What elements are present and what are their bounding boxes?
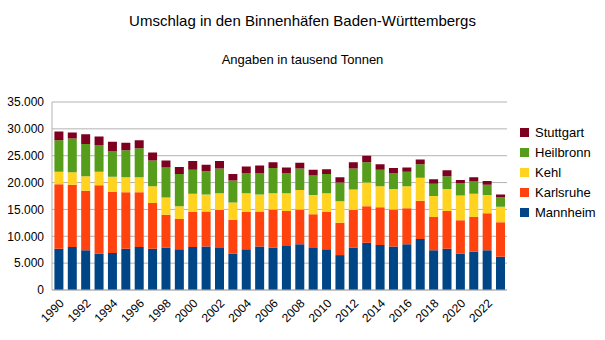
svg-text:1990: 1990 — [38, 296, 67, 325]
svg-text:2006: 2006 — [252, 296, 281, 325]
html-text:Karlsruhe: Karlsruhe — [535, 184, 591, 200]
svg-text:30.000: 30.000 — [8, 122, 44, 136]
html-text:Umschlag in den Binnenhäfen Ba: Umschlag in den Binnenhäfen Baden-Württe… — [129, 12, 476, 29]
svg-text:2014: 2014 — [359, 296, 388, 325]
svg-text:5.000: 5.000 — [14, 256, 44, 270]
svg-text:1998: 1998 — [145, 296, 174, 325]
svg-text:2022: 2022 — [466, 296, 495, 325]
html-text:Angaben in tausend Tonnen: Angaben in tausend Tonnen — [221, 52, 384, 67]
svg-text:15.000: 15.000 — [8, 203, 44, 217]
svg-text:2018: 2018 — [413, 296, 442, 325]
svg-text:20.000: 20.000 — [8, 176, 44, 190]
svg-text:2020: 2020 — [440, 296, 469, 325]
html-text:Heilbronn: Heilbronn — [535, 144, 591, 160]
svg-text:2004: 2004 — [225, 296, 254, 325]
html-text:Mannheim: Mannheim — [535, 204, 596, 220]
svg-text:1994: 1994 — [92, 296, 121, 325]
html-text:Kehl: Kehl — [535, 164, 561, 180]
svg-text:1996: 1996 — [118, 296, 147, 325]
svg-text:2016: 2016 — [386, 296, 415, 325]
svg-text:0: 0 — [37, 283, 44, 297]
svg-text:35.000: 35.000 — [8, 95, 44, 109]
html-text:Stuttgart: Stuttgart — [535, 124, 585, 140]
svg-text:2000: 2000 — [172, 296, 201, 325]
svg-text:25.000: 25.000 — [8, 149, 44, 163]
svg-text:1992: 1992 — [65, 296, 94, 325]
svg-text:10.000: 10.000 — [8, 230, 44, 244]
svg-text:2012: 2012 — [332, 296, 361, 325]
svg-text:2002: 2002 — [199, 296, 228, 325]
svg-text:2008: 2008 — [279, 296, 308, 325]
svg-text:2010: 2010 — [306, 296, 335, 325]
